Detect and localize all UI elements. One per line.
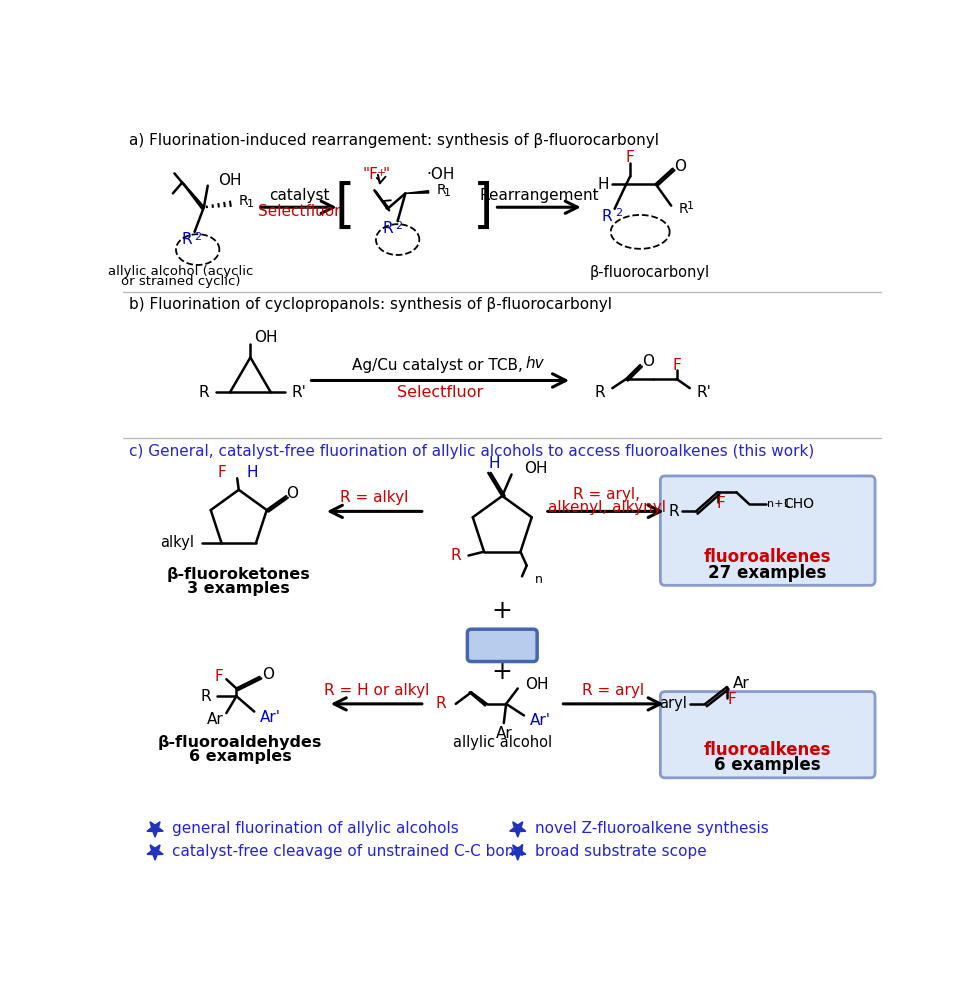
- Text: F: F: [672, 358, 681, 373]
- Text: O: O: [286, 486, 298, 500]
- Text: F: F: [716, 496, 725, 511]
- Text: 1: 1: [687, 201, 694, 211]
- Text: H: H: [489, 456, 500, 471]
- Text: 6 examples: 6 examples: [189, 749, 292, 764]
- Text: ": ": [382, 166, 389, 182]
- Text: F: F: [727, 691, 736, 707]
- Text: b) Fluorination of cyclopropanols: synthesis of β-fluorocarbonyl: b) Fluorination of cyclopropanols: synth…: [128, 298, 612, 313]
- Text: CHO: CHO: [783, 496, 813, 510]
- Text: R = aryl,: R = aryl,: [573, 487, 640, 502]
- Text: R: R: [450, 548, 461, 563]
- Text: H: H: [598, 177, 610, 192]
- Text: R: R: [679, 202, 689, 216]
- Text: R: R: [239, 194, 248, 208]
- Text: R: R: [436, 696, 447, 711]
- Text: general fluorination of allylic alcohols: general fluorination of allylic alcohols: [172, 821, 459, 836]
- Text: Ar: Ar: [496, 726, 513, 741]
- Text: R: R: [668, 503, 679, 519]
- Text: R: R: [382, 222, 393, 236]
- Text: R: R: [602, 209, 612, 224]
- Text: ·OH: ·OH: [426, 166, 455, 182]
- Text: allylic alcohol (acyclic: allylic alcohol (acyclic: [108, 265, 253, 278]
- Text: OH: OH: [218, 173, 241, 188]
- Text: R': R': [696, 386, 710, 401]
- Text: OH: OH: [525, 677, 549, 692]
- Text: Ag/Cu catalyst or TCB,: Ag/Cu catalyst or TCB,: [353, 358, 528, 373]
- Text: 6 examples: 6 examples: [714, 757, 820, 774]
- Text: R: R: [181, 232, 192, 247]
- Text: β-fluoroaldehydes: β-fluoroaldehydes: [158, 735, 322, 750]
- Text: O: O: [674, 159, 687, 174]
- Text: OH: OH: [254, 330, 277, 345]
- Text: fluoroalkenes: fluoroalkenes: [704, 741, 831, 759]
- Polygon shape: [147, 822, 163, 837]
- Text: F: F: [218, 466, 226, 481]
- Text: F: F: [626, 149, 634, 165]
- Text: β-fluoroketones: β-fluoroketones: [167, 567, 311, 582]
- Text: [: [: [334, 181, 355, 233]
- FancyBboxPatch shape: [661, 691, 875, 777]
- Text: 1: 1: [444, 188, 451, 199]
- Text: Selectfluor: Selectfluor: [397, 385, 483, 400]
- Text: allylic alcohol: allylic alcohol: [453, 735, 552, 750]
- Text: catalyst-free cleavage of unstrained C-C bond: catalyst-free cleavage of unstrained C-C…: [172, 845, 524, 859]
- Polygon shape: [510, 822, 526, 837]
- Text: F: F: [215, 670, 223, 684]
- Text: n+1: n+1: [767, 498, 791, 508]
- Text: aryl: aryl: [659, 696, 687, 711]
- Text: Ar: Ar: [207, 712, 223, 727]
- Text: ]: ]: [472, 181, 493, 233]
- Text: novel Z-fluoroalkene synthesis: novel Z-fluoroalkene synthesis: [535, 821, 768, 836]
- Text: fluoroalkenes: fluoroalkenes: [704, 548, 831, 567]
- Text: R = H or alkyl: R = H or alkyl: [324, 682, 429, 697]
- Text: NFSI: NFSI: [477, 636, 527, 655]
- Text: 1: 1: [247, 199, 254, 209]
- Text: or strained cyclic): or strained cyclic): [121, 275, 240, 288]
- Text: alkenyl, alkynyl: alkenyl, alkynyl: [548, 500, 665, 515]
- Text: R = aryl: R = aryl: [582, 682, 644, 697]
- Text: H: H: [247, 466, 258, 481]
- Text: Selectfluor: Selectfluor: [258, 204, 340, 219]
- Text: 2: 2: [614, 209, 621, 219]
- Text: R: R: [200, 688, 211, 704]
- Text: R = alkyl: R = alkyl: [340, 490, 409, 505]
- Text: 2: 2: [195, 232, 202, 242]
- Text: c) General, catalyst-free fluorination of allylic alcohols to access fluoroalken: c) General, catalyst-free fluorination o…: [128, 444, 814, 459]
- FancyBboxPatch shape: [661, 476, 875, 585]
- Text: catalyst: catalyst: [269, 188, 329, 203]
- Text: Ar': Ar': [530, 713, 551, 728]
- Text: 3 examples: 3 examples: [187, 581, 290, 595]
- Text: +: +: [492, 660, 513, 683]
- Text: 2: 2: [395, 222, 403, 231]
- Text: Ar: Ar: [733, 676, 750, 691]
- Polygon shape: [406, 191, 428, 194]
- Text: β-fluorocarbonyl: β-fluorocarbonyl: [589, 265, 710, 280]
- Text: +: +: [492, 599, 513, 623]
- Text: R: R: [199, 385, 209, 400]
- Polygon shape: [147, 845, 163, 860]
- Text: hv: hv: [525, 356, 544, 371]
- Text: a) Fluorination-induced rearrangement: synthesis of β-fluorocarbonyl: a) Fluorination-induced rearrangement: s…: [128, 133, 659, 147]
- Text: O: O: [642, 354, 654, 370]
- Text: n: n: [534, 573, 542, 585]
- Polygon shape: [510, 845, 526, 860]
- Text: Ar': Ar': [260, 710, 280, 725]
- Text: broad substrate scope: broad substrate scope: [535, 845, 707, 859]
- Text: OH: OH: [524, 461, 548, 476]
- Text: R: R: [436, 183, 446, 197]
- Text: Rearrangement: Rearrangement: [479, 188, 599, 203]
- Text: O: O: [263, 668, 274, 682]
- Text: 27 examples: 27 examples: [709, 564, 826, 582]
- Text: R: R: [595, 386, 606, 401]
- Text: +: +: [376, 167, 386, 178]
- Text: R': R': [291, 385, 307, 400]
- Text: alkyl: alkyl: [161, 535, 194, 550]
- Text: "F: "F: [363, 166, 378, 182]
- FancyBboxPatch shape: [467, 629, 537, 662]
